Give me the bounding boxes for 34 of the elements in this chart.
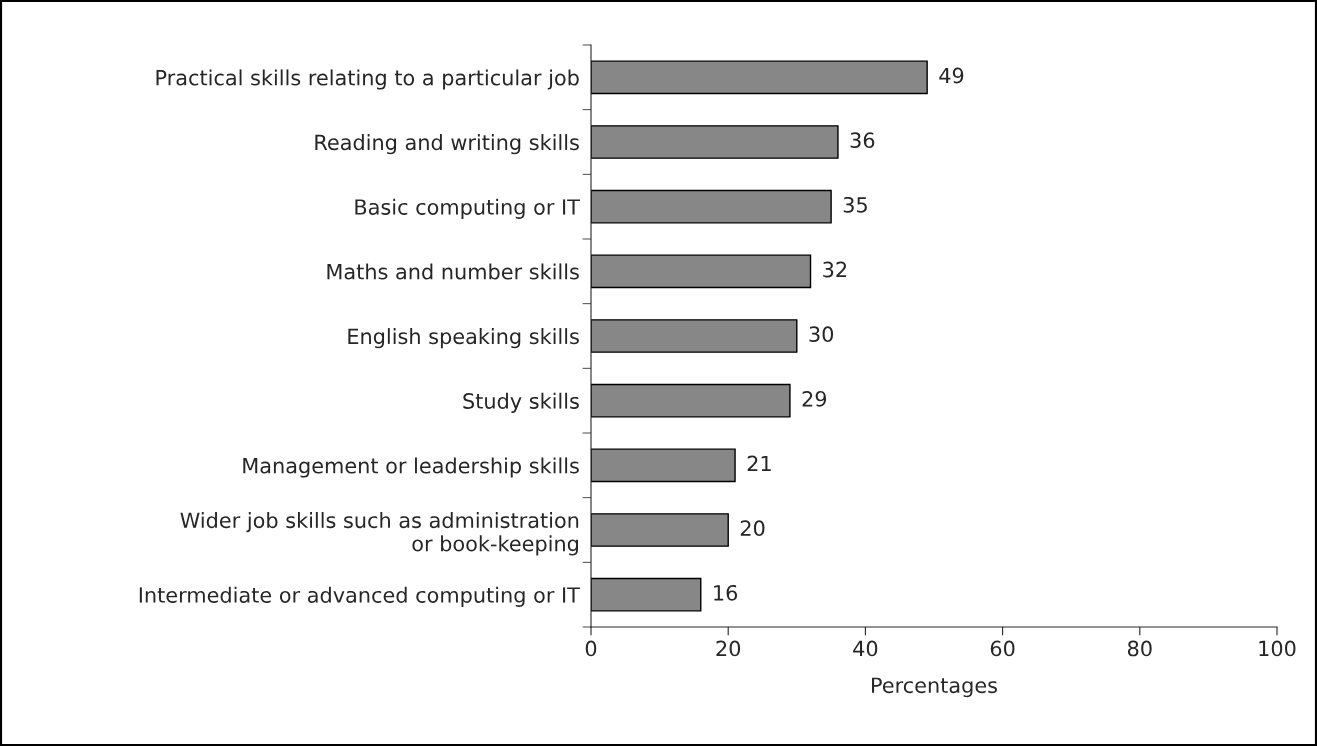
bar (591, 60, 928, 95)
data-label: 21 (747, 455, 771, 472)
y-tick-label: Reading and writing skills (315, 134, 579, 155)
x-tick-label: 100 (1259, 640, 1296, 657)
bar (591, 513, 729, 547)
x-tick-label: 60 (990, 640, 1015, 657)
data-label: 29 (802, 390, 827, 407)
y-tick-label: Practical skills relating to a particular job (156, 69, 579, 90)
data-label: 30 (809, 326, 834, 343)
bar (591, 254, 812, 289)
x-tick-label: 0 (585, 640, 597, 657)
y-tick-label: Basic computing or IT (355, 198, 580, 219)
x-tick-label: 40 (853, 640, 878, 657)
bar (591, 189, 832, 224)
bar (591, 125, 839, 159)
y-tick-label: Management or leadership skills (243, 457, 579, 478)
y-tick-label: English speaking skills (348, 328, 579, 349)
data-label: 16 (714, 584, 738, 601)
data-label: 49 (939, 67, 964, 84)
data-label: 20 (740, 520, 765, 537)
bar (591, 448, 736, 483)
bar (591, 383, 791, 418)
y-tick-label: Intermediate or advanced computing or IT (139, 586, 580, 607)
data-label: 32 (823, 261, 847, 278)
y-tick-label: Wider job skills such as administration or book-keeping (180, 512, 579, 556)
bar (591, 577, 702, 612)
data-label: 35 (843, 196, 867, 213)
x-tick-label: 20 (716, 640, 741, 657)
y-tick-label: Maths and number skills (327, 263, 579, 280)
x-tick-label: 80 (1127, 640, 1152, 657)
data-label: 36 (850, 132, 875, 149)
bar (591, 319, 798, 353)
x-axis-title: Percentages (872, 677, 997, 698)
y-tick-label: Study skills (463, 392, 579, 413)
